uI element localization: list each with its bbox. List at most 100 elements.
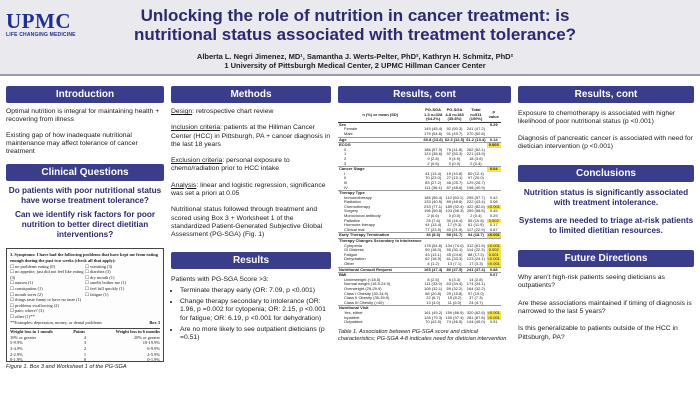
affiliations: 1 University of Pittsburgh Medical Cente… [224, 61, 486, 70]
table-row: Inpatient 126 (79.3) 150 (97.4) 281 (87.8) <… [338, 314, 501, 321]
table-cell [486, 305, 501, 311]
table-cell: 11 (6.0) [447, 299, 462, 305]
methods-analysis: Analysis: linear and logistic regression… [171, 182, 331, 199]
authors-block: Alberta L. Negri Jimenez, MD¹, Samantha … [100, 52, 610, 70]
exclusion-text: : personal exposure to chemo/radiation p… [171, 157, 290, 173]
table-row: Cancer Stage 0.04 [338, 166, 501, 172]
table-cell: 55 (10.8) [467, 217, 484, 223]
table-cell [422, 238, 444, 244]
wl-1month: 3-4.9% [10, 345, 23, 351]
table-cell: Class II Obesity (35-39.9) [344, 295, 390, 301]
table-cell: 124 (38.6) [424, 151, 443, 157]
table-row: Normal weight (18.5-24.9) 111 (33.9) 63 (3… [338, 282, 501, 287]
future-directions-heading: Future Directions [518, 250, 694, 268]
table-cell: 22 (6.7) [426, 295, 441, 301]
table-row: Yes, either 161 (49.2) 159 (86.9) 320 (62.6… [338, 310, 501, 316]
table-cell: 94 (18.7) [465, 232, 487, 239]
table-cell: Therapy Type [338, 190, 423, 196]
table-row: Cytopenia 178 (54.6) 134 (74.0) 312 (61.5) <… [338, 242, 501, 249]
box3-label: Box 3 [149, 319, 160, 325]
design-label: Design [171, 108, 193, 115]
table-col-header: PG-SGA 4-8 n=183 (35.8%) [443, 107, 466, 123]
table-cell: Normal weight (18.5-24.9) [344, 281, 391, 287]
table-cell: 2 (0.4) [470, 160, 482, 166]
table-cell: 0.67 [489, 226, 498, 232]
table-cell: 0.88 [486, 266, 501, 273]
table-cell [422, 121, 444, 128]
table-row: Class III Obesity (>40) 13 (4.0) 11 (6.0) 2… [338, 299, 501, 306]
table-cell: 88 (17.2) [467, 251, 484, 257]
table-row: Sex 0.29 [338, 121, 501, 128]
table-cell: 77 (23.5) [425, 226, 442, 232]
table-cell: IV [344, 184, 348, 190]
symptom-checkbox-item: ☐ things taste funny or have no taste (1… [10, 297, 82, 303]
symptom-checkbox-item: ☐ vomiting (3) [85, 263, 113, 269]
table-cell [422, 305, 444, 311]
table-cell: Chemotherapy [344, 203, 371, 209]
table-cell: Cancer Stage [338, 166, 423, 172]
table-row: 0 186 (57.9) 76 (41.8) 262 (52.1) [338, 146, 501, 153]
table-cell: 198 (40.9) [466, 184, 485, 190]
table-cell: 178 (54.6) [424, 242, 443, 248]
wl-1month: 10% or greater [10, 334, 37, 340]
symptom-checkbox-item: ☐ no appetite, just did not feel like ea… [10, 269, 84, 280]
table-row: BMI 0.67 [338, 272, 501, 278]
table-cell: 186 (57.9) [424, 146, 443, 152]
table-cell: 13 (4.0) [426, 299, 441, 305]
wl-row: 3-4.9% 2 6-9.9% [10, 346, 160, 352]
symptom-checkbox-item: ☐ dry mouth (1) [85, 274, 115, 280]
table-cell: <0.001 [486, 314, 501, 321]
table-cell: 41 (13.4) [425, 170, 442, 176]
table-cell: Nutritional Visit [338, 305, 423, 311]
table-cell: 185 (56.4) [424, 194, 443, 200]
table-cell: 70 (43.5) [425, 319, 442, 325]
box3-left-list: ☐ no problems eating (0) ☐ no appetite, j… [10, 264, 85, 320]
table-cell: 0 (0.0) [448, 160, 461, 166]
table-cell: 0.17 [489, 222, 498, 228]
table-cell: Underweight (<18.5) [344, 276, 381, 282]
clinical-questions-heading: Clinical Questions [6, 164, 164, 182]
table-cell: 179 (54.6) [424, 130, 443, 136]
table1-caption: Table 1. Association between PG-SGA scor… [338, 328, 507, 342]
column-2: Methods Design: retrospective chart revi… [171, 86, 331, 343]
box3-right-list: ☐ vomiting (3) ☐ diarrhea (3) ☐ dry mouth … [85, 264, 160, 320]
table-row: Therapy Type [338, 190, 501, 196]
analysis-text: : linear and logistic regression, signif… [171, 181, 326, 198]
wl-6months: 0-1.9% [147, 357, 160, 363]
table-cell: Overweight (25-29.9) [344, 285, 382, 291]
table-cell: 165 (47.4) [422, 266, 444, 273]
table-cell: 76 (41.8) [446, 146, 463, 152]
table-cell: Class III Obesity (>40) [344, 299, 384, 305]
figure1-caption: Figure 1. Box 3 and Worksheet 1 of the P… [6, 364, 127, 371]
weight-loss-table: Weight loss in 1 month Points Weight los… [10, 328, 160, 363]
table-row: 3 2 (0.6) 0 (0.0) 2 (0.4) [338, 160, 501, 167]
table-row: Overweight (25-29.9) 105 (32.1) 59 (32.2) 1… [338, 285, 501, 292]
table-cell: 92 (50.3) [446, 126, 463, 132]
symptom-checkbox-item: ☐ other (1)** [10, 314, 35, 320]
table-cell: 164 (32.2) [466, 285, 485, 291]
table-cell [443, 166, 466, 172]
table-cell: 58 (31.7) [443, 232, 466, 239]
table-cell: 0.29 [486, 121, 501, 128]
table-cell: Class I Obesity (30-34.9) [344, 290, 389, 296]
table-row: ECOG 0.003 [338, 142, 501, 148]
table-cell: 0.003 [486, 142, 501, 148]
table-cell: <0.001 [486, 256, 501, 262]
table-cell: Male [344, 130, 353, 136]
table-cell: Sex [338, 121, 423, 128]
table-cell: 111 (36.4) [424, 184, 442, 190]
table-row: GI Distress 59 (18.0) 55 (30.1) 114 (22.3) 0… [338, 248, 501, 253]
wl-rows: 10% or greater 4 20% or greater 5-9.9% 3 10-1… [10, 335, 160, 363]
conclusion-1: Nutrition status is significantly associ… [523, 188, 689, 208]
table-cell: 123 (24.1) [466, 256, 485, 262]
table-cell: 37 (7.3) [468, 295, 483, 301]
column-1: Introduction Optimal nutrition is integr… [6, 86, 164, 371]
table-cell: 299 (58.5) [466, 208, 485, 214]
table-cell: 29 (15.8) [446, 290, 463, 296]
intro-p1: Optimal nutrition is integral for mainta… [6, 108, 160, 124]
result-bullet: Terminate therapy early (OR: 7.09, p <0.… [180, 287, 331, 295]
table-cell: 19 (10.8) [446, 170, 463, 176]
wl-6months: 10-19.9% [142, 340, 160, 346]
table-row: Nutritional Consult Request 165 (47.4) 80 … [338, 266, 501, 273]
design-text: : retrospective chart review [192, 108, 274, 115]
